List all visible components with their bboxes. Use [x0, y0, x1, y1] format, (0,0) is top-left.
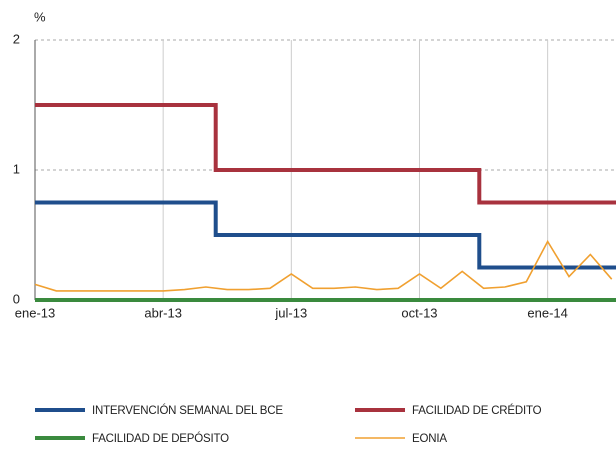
x-tick-label: abr-13: [144, 305, 182, 320]
y-tick-label: 1: [13, 161, 20, 176]
y-tick-label: 2: [13, 31, 20, 46]
y-axis-label: %: [34, 9, 46, 24]
x-tick-label: ene-14: [527, 305, 567, 320]
legend-label: FACILIDAD DE CRÉDITO: [412, 404, 542, 417]
y-tick-label: 0: [13, 291, 20, 306]
x-tick-label: oct-13: [401, 305, 437, 320]
legend-label: INTERVENCIÓN SEMANAL DEL BCE: [92, 404, 283, 417]
line: [35, 103, 616, 205]
line: [34, 239, 613, 292]
line: [35, 200, 616, 270]
legend-label: EONIA: [412, 433, 447, 445]
legend-label: FACILIDAD DE DEPÓSITO: [92, 432, 229, 445]
x-tick-label: ene-13: [15, 305, 55, 320]
x-tick-label: jul-13: [274, 305, 307, 320]
